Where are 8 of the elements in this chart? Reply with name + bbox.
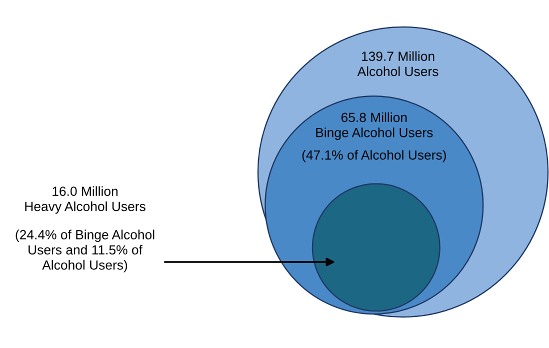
text: (24.4% of Binge Alcohol Users and 11.5% of Alcohol Users) [16, 230, 154, 272]
category-label: Alcohol Users [357, 66, 438, 76]
category-label: Binge Alcohol Users [316, 128, 433, 140]
text: (47.1% of Alcohol Users) [302, 150, 446, 162]
data-label: 65.8 Million [341, 112, 407, 122]
category-label: Heavy Alcohol Users [25, 201, 146, 214]
data-label: 16.0 Million [52, 186, 118, 196]
data-label: 139.7 Million [362, 51, 434, 61]
